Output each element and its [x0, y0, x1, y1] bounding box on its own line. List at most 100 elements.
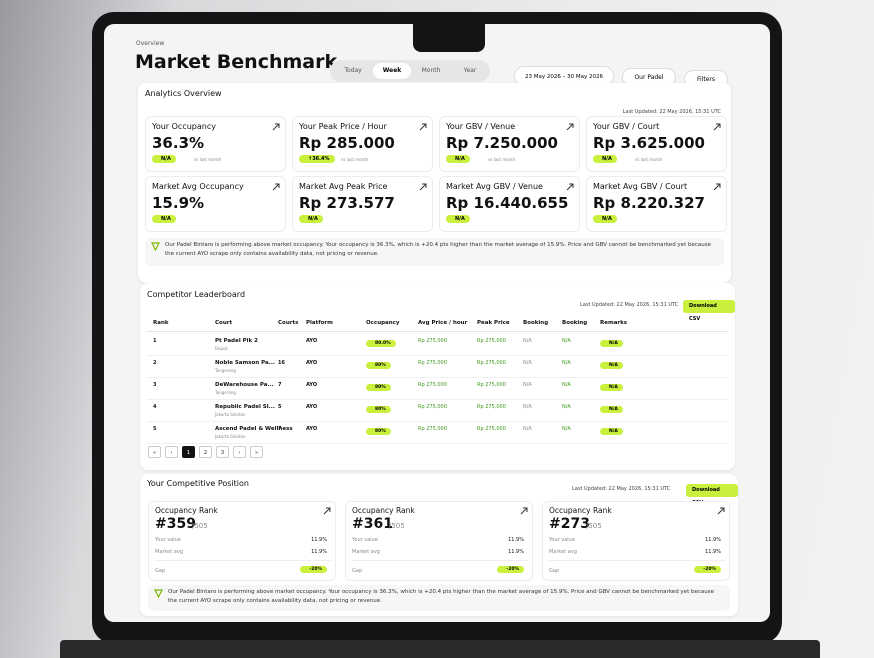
- column-header: Rank: [153, 320, 169, 326]
- metric-badge: N/A: [152, 215, 176, 223]
- avg_price-cell: Rp 275,000: [418, 404, 447, 410]
- rank-cell: 4: [153, 404, 157, 410]
- metric-card: Market Avg Occupancy 15.9% N/A: [145, 176, 286, 232]
- column-header: Avg Price / hour: [418, 320, 468, 326]
- expand-icon[interactable]: [717, 507, 725, 515]
- peak_price-cell: Rp 275,000: [477, 338, 506, 344]
- metric-label: Your Occupancy: [152, 122, 216, 131]
- info-icon: [154, 589, 163, 598]
- court-cell: Republic Padel Sl...: [215, 404, 275, 410]
- analytics-panel: Analytics Overview Last Updated: 22 May 2…: [138, 83, 731, 283]
- rank-card: Occupancy Rank #359/505 Your value 11.9% Mar…: [148, 501, 336, 581]
- column-header: Occupancy: [366, 320, 400, 326]
- gap-divider: [352, 560, 528, 561]
- gap-badge: -20%: [300, 566, 327, 573]
- court-cell: DeWarehouse Pa...: [215, 382, 274, 388]
- booking_a-cell: N/A: [523, 338, 532, 344]
- avg_price-cell: Rp 275,000: [418, 382, 447, 388]
- expand-icon[interactable]: [566, 183, 574, 191]
- download-button[interactable]: Download CSV: [683, 300, 735, 322]
- remarks-badge: N/A: [600, 340, 623, 347]
- booking_b-cell: N/A: [562, 360, 571, 366]
- page-button[interactable]: «: [148, 446, 161, 458]
- tab[interactable]: Year: [463, 67, 477, 74]
- leaderboard-panel: Competitor Leaderboard Last Updated: 22 M…: [140, 283, 735, 470]
- courts-cell: 16: [278, 360, 285, 366]
- expand-icon[interactable]: [272, 123, 280, 131]
- rank-cell: 2: [153, 360, 157, 366]
- laptop-base: [60, 640, 820, 658]
- peak_price-cell: Rp 275,000: [477, 404, 506, 410]
- your-value: 11.9%: [311, 537, 327, 543]
- metric-value: Rp 273.577: [299, 194, 395, 212]
- page-button[interactable]: ›: [233, 446, 246, 458]
- row-divider: [147, 443, 728, 444]
- page-button[interactable]: 2: [199, 446, 212, 458]
- avg-value: 11.9%: [508, 549, 524, 555]
- column-header: Courts: [278, 320, 299, 326]
- avg_price-cell: Rp 275,000: [418, 426, 447, 432]
- page-button[interactable]: »: [250, 446, 263, 458]
- expand-icon[interactable]: [713, 123, 721, 131]
- rank-label: Occupancy Rank: [549, 506, 612, 515]
- remarks-badge: N/A: [600, 362, 623, 369]
- metric-card: Your GBV / Court Rp 3.625.000 N/A vs last m…: [586, 116, 727, 172]
- section-title: Competitor Leaderboard: [147, 290, 246, 299]
- metric-value: Rp 7.250.000: [446, 134, 558, 152]
- tab[interactable]: Today: [344, 67, 362, 74]
- insight-text: Our Padel Bintaro is performing above ma…: [168, 589, 714, 604]
- gap-divider: [549, 560, 725, 561]
- platform-cell: AYO: [306, 338, 318, 344]
- rank-value: #359: [155, 516, 196, 532]
- last-updated: Last Updated: 22 May 2026, 15:31 UTC: [580, 302, 679, 308]
- rank-total: /505: [192, 522, 208, 530]
- gap-label: Gap: [549, 568, 560, 574]
- metric-note: vs last month: [635, 157, 663, 162]
- page-button[interactable]: ‹: [165, 446, 178, 458]
- avg-value: 11.9%: [705, 549, 721, 555]
- metric-label: Your GBV / Court: [593, 122, 660, 131]
- court-cell: Noble Samson Pa...: [215, 360, 275, 366]
- avg_price-cell: Rp 275,000: [418, 338, 447, 344]
- insight-note: Our Padel Bintaro is performing above ma…: [145, 238, 724, 266]
- metric-value: Rp 285.000: [299, 134, 395, 152]
- metric-card: Your Occupancy 36.3% N/A vs last month: [145, 116, 286, 172]
- metric-value: Rp 3.625.000: [593, 134, 705, 152]
- rank-cell: 3: [153, 382, 157, 388]
- metric-value: 36.3%: [152, 134, 205, 152]
- tab-active[interactable]: Week: [373, 63, 411, 79]
- rank-total: /505: [389, 522, 405, 530]
- gap-label: Gap: [352, 568, 363, 574]
- remarks-badge: N/A: [600, 406, 623, 413]
- expand-icon[interactable]: [520, 507, 528, 515]
- expand-icon[interactable]: [713, 183, 721, 191]
- courts-cell: 7: [278, 382, 282, 388]
- metric-badge: N/A: [152, 155, 176, 163]
- gap-badge: -20%: [694, 566, 721, 573]
- booking_b-cell: N/A: [562, 382, 571, 388]
- tab[interactable]: Month: [421, 67, 441, 74]
- expand-icon[interactable]: [566, 123, 574, 131]
- platform-cell: AYO: [306, 426, 318, 432]
- booking_b-cell: N/A: [562, 338, 571, 344]
- rank-total: /505: [586, 522, 602, 530]
- column-header: Remarks: [600, 320, 628, 326]
- peak_price-cell: Rp 275,000: [477, 426, 506, 432]
- expand-icon[interactable]: [419, 183, 427, 191]
- metric-note: vs last month: [194, 157, 222, 162]
- column-header: Booking: [562, 320, 588, 326]
- page-active[interactable]: 1: [182, 446, 195, 458]
- court-cell: Pt Padel Pik 2: [215, 338, 258, 344]
- expand-icon[interactable]: [272, 183, 280, 191]
- court-city: Tangerang: [215, 368, 236, 373]
- page-button[interactable]: 3: [216, 446, 229, 458]
- metric-card: Your GBV / Venue Rp 7.250.000 N/A vs last m…: [439, 116, 580, 172]
- rank-value: #273: [549, 516, 590, 532]
- metric-badge: N/A: [446, 215, 470, 223]
- expand-icon[interactable]: [419, 123, 427, 131]
- avg-label: Market avg: [155, 549, 183, 555]
- avg_price-cell: Rp 275,000: [418, 360, 447, 366]
- download-button[interactable]: Download CSV: [686, 484, 738, 506]
- your-value: 11.9%: [705, 537, 721, 543]
- expand-icon[interactable]: [323, 507, 331, 515]
